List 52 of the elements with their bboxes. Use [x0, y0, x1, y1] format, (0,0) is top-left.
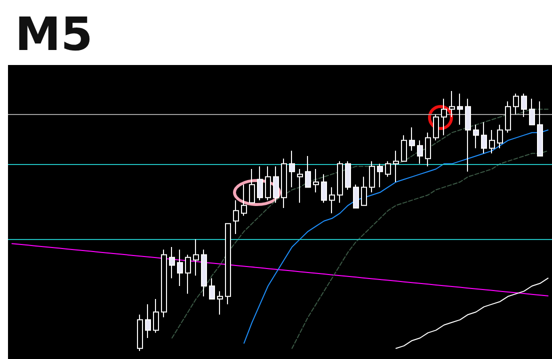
candlestick	[385, 160, 391, 178]
candlestick	[465, 98, 471, 172]
candlestick	[457, 93, 463, 126]
candlestick	[529, 98, 535, 126]
candlestick	[425, 132, 431, 167]
candlestick	[169, 246, 175, 279]
candlestick	[249, 168, 255, 204]
candlestick	[289, 150, 295, 188]
candlestick	[481, 122, 487, 154]
candlestick	[209, 278, 215, 300]
candlestick	[177, 249, 183, 286]
candlestick	[329, 186, 335, 214]
candlestick	[433, 114, 439, 141]
candlestick	[321, 174, 327, 204]
candlestick	[361, 176, 367, 206]
candlestick	[449, 90, 455, 118]
candlestick	[521, 93, 527, 118]
candlestick	[393, 150, 399, 182]
candlestick	[417, 140, 423, 164]
candlestick	[145, 304, 151, 338]
candlestick	[337, 160, 343, 204]
candlestick	[193, 238, 199, 276]
candlestick	[497, 124, 503, 149]
candlestick	[345, 160, 351, 190]
candlestick	[241, 184, 247, 216]
candlestick	[153, 298, 159, 334]
candlestick	[185, 254, 191, 294]
candlestick	[313, 168, 319, 193]
candlestick	[305, 156, 311, 188]
candlestick	[273, 166, 279, 204]
candlestick	[265, 166, 271, 201]
candlestick	[369, 160, 375, 193]
candlestick	[281, 158, 287, 208]
candlestick	[409, 126, 415, 152]
candlestick	[297, 168, 303, 204]
candlestick	[137, 314, 143, 352]
candlestick	[257, 166, 263, 201]
candlestick	[161, 249, 167, 318]
candlestick	[513, 93, 519, 115]
candlestick	[353, 184, 359, 208]
candlestick	[225, 223, 231, 305]
candlestick	[505, 100, 511, 134]
candlestick	[489, 130, 495, 154]
candlestick	[441, 98, 447, 136]
candlestick	[217, 290, 223, 316]
candlestick	[377, 163, 383, 188]
candlestick	[537, 100, 543, 156]
chart-title: M5	[15, 7, 93, 61]
candlestick	[201, 249, 207, 297]
candlestick	[401, 134, 407, 162]
candlestick	[473, 124, 479, 149]
candlestick	[233, 200, 239, 234]
